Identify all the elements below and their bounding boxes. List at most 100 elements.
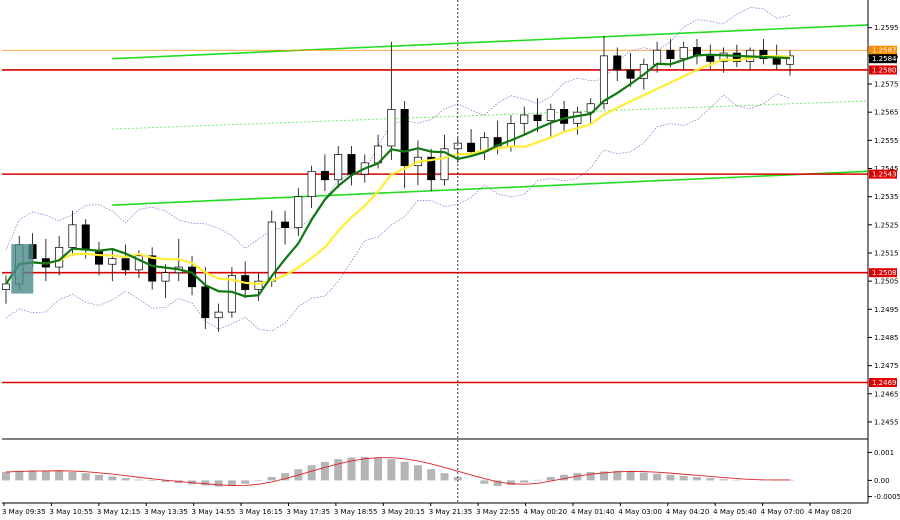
price-level-label-bg	[869, 45, 897, 55]
envelope-upper	[5, 7, 791, 251]
candle-body[interactable]	[719, 52, 728, 62]
x-tick-label: 4 May 03:00	[618, 508, 662, 516]
price-level-label-bg	[869, 268, 897, 278]
y-tick-label: 1.2475	[874, 362, 899, 370]
x-tick-label: 3 May 17:35	[286, 508, 330, 516]
price-level-label: 1.2587	[872, 47, 897, 55]
signal-line	[5, 457, 790, 487]
x-tick-label: 3 May 10:55	[49, 508, 93, 516]
candle-body[interactable]	[666, 49, 675, 60]
candle-body[interactable]	[732, 52, 741, 62]
x-tick-label: 3 May 13:35	[144, 508, 188, 516]
indicator-tick-label: 0.00	[874, 477, 890, 485]
y-tick-label: 1.2495	[874, 306, 899, 314]
y-tick-label: 1.2515	[874, 249, 899, 257]
candle-body[interactable]	[281, 221, 290, 228]
x-tick-label: 4 May 05:40	[713, 508, 757, 516]
candle-body[interactable]	[108, 258, 117, 265]
trend-line[interactable]	[112, 24, 869, 60]
trend-line[interactable]	[112, 170, 869, 206]
candle-body[interactable]	[188, 266, 197, 288]
price-level-label: 1.2580	[872, 66, 897, 74]
candle-body[interactable]	[772, 58, 781, 65]
candle-body[interactable]	[254, 280, 263, 290]
envelope-lower	[5, 93, 791, 332]
candle-body[interactable]	[679, 47, 688, 60]
candle-body[interactable]	[520, 114, 529, 124]
candle-body[interactable]	[161, 272, 170, 282]
candle-body[interactable]	[506, 123, 515, 147]
candle-body[interactable]	[387, 109, 396, 147]
indicator-tick-label: -0.00058	[874, 493, 900, 501]
y-tick-label: 1.2525	[874, 221, 899, 229]
x-tick-label: 3 May 18:55	[334, 508, 378, 516]
x-tick-label: 4 May 08:20	[808, 508, 852, 516]
candle-body[interactable]	[400, 109, 409, 167]
price-level-label-bg	[869, 65, 897, 75]
x-tick-label: 3 May 21:35	[429, 508, 473, 516]
price-level-label: 1.2508	[872, 269, 897, 277]
candle-body[interactable]	[467, 142, 476, 152]
moving-average-line	[5, 55, 791, 286]
candle-body[interactable]	[440, 148, 449, 181]
y-tick-label: 1.2555	[874, 137, 899, 145]
candle-body[interactable]	[294, 196, 303, 228]
x-tick-label: 3 May 09:35	[2, 508, 46, 516]
candle-body[interactable]	[320, 170, 329, 181]
candle-body[interactable]	[533, 114, 542, 121]
candle-body[interactable]	[560, 109, 569, 124]
y-tick-label: 1.2465	[874, 390, 899, 398]
x-tick-label: 3 May 20:15	[381, 508, 425, 516]
price-level-label-bg	[869, 378, 897, 387]
candle-body[interactable]	[626, 69, 635, 79]
indicator-tick-label: 0.001	[874, 449, 894, 457]
y-tick-label: 1.2595	[874, 24, 899, 32]
x-tick-label: 4 May 07:00	[761, 508, 805, 516]
price-level-label-bg	[869, 54, 897, 64]
candle-body[interactable]	[573, 111, 582, 124]
candle-body[interactable]	[427, 156, 436, 181]
y-tick-label: 1.2575	[874, 81, 899, 89]
y-tick-label: 1.2485	[874, 334, 899, 342]
price-level-label-bg	[869, 169, 897, 179]
x-tick-label: 4 May 00:20	[524, 508, 568, 516]
y-tick-label: 1.2505	[874, 278, 899, 286]
x-tick-label: 3 May 14:55	[192, 508, 236, 516]
candle-body[interactable]	[1, 283, 11, 290]
candle-body[interactable]	[121, 258, 130, 271]
price-level-label: 1.2543	[872, 171, 897, 179]
candle-body[interactable]	[599, 55, 608, 105]
y-tick-label: 1.2545	[874, 165, 899, 173]
x-tick-label: 4 May 01:40	[571, 508, 615, 516]
x-tick-label: 3 May 12:15	[97, 508, 141, 516]
candle-body[interactable]	[68, 224, 77, 248]
y-tick-label: 1.2535	[874, 193, 899, 201]
candle-body[interactable]	[134, 255, 143, 271]
candle-body[interactable]	[613, 55, 622, 71]
candle-body[interactable]	[148, 255, 157, 282]
candle-body[interactable]	[759, 49, 768, 60]
x-tick-label: 3 May 16:15	[239, 508, 283, 516]
price-level-label: 1.2469	[872, 379, 897, 387]
x-tick-label: 3 May 22:55	[476, 508, 520, 516]
candle-body[interactable]	[334, 154, 343, 181]
oscillator-panel[interactable]	[2, 456, 794, 487]
candle-body[interactable]	[586, 103, 595, 113]
candle-body[interactable]	[307, 170, 316, 198]
candle-body[interactable]	[214, 311, 223, 319]
moving-average-line	[5, 53, 791, 298]
y-tick-label: 1.2565	[874, 109, 899, 117]
candle-body[interactable]	[81, 224, 90, 251]
y-tick-label: 1.2455	[874, 418, 899, 426]
candle-body[interactable]	[546, 109, 555, 121]
candle-body[interactable]	[653, 49, 662, 65]
highlight-box[interactable]	[11, 244, 34, 294]
x-tick-label: 4 May 04:20	[666, 508, 710, 516]
main-price-panel[interactable]	[1, 7, 869, 384]
candle-body[interactable]	[201, 286, 210, 319]
candle-body[interactable]	[95, 249, 104, 265]
candle-body[interactable]	[706, 55, 715, 62]
candle-body[interactable]	[347, 154, 356, 175]
